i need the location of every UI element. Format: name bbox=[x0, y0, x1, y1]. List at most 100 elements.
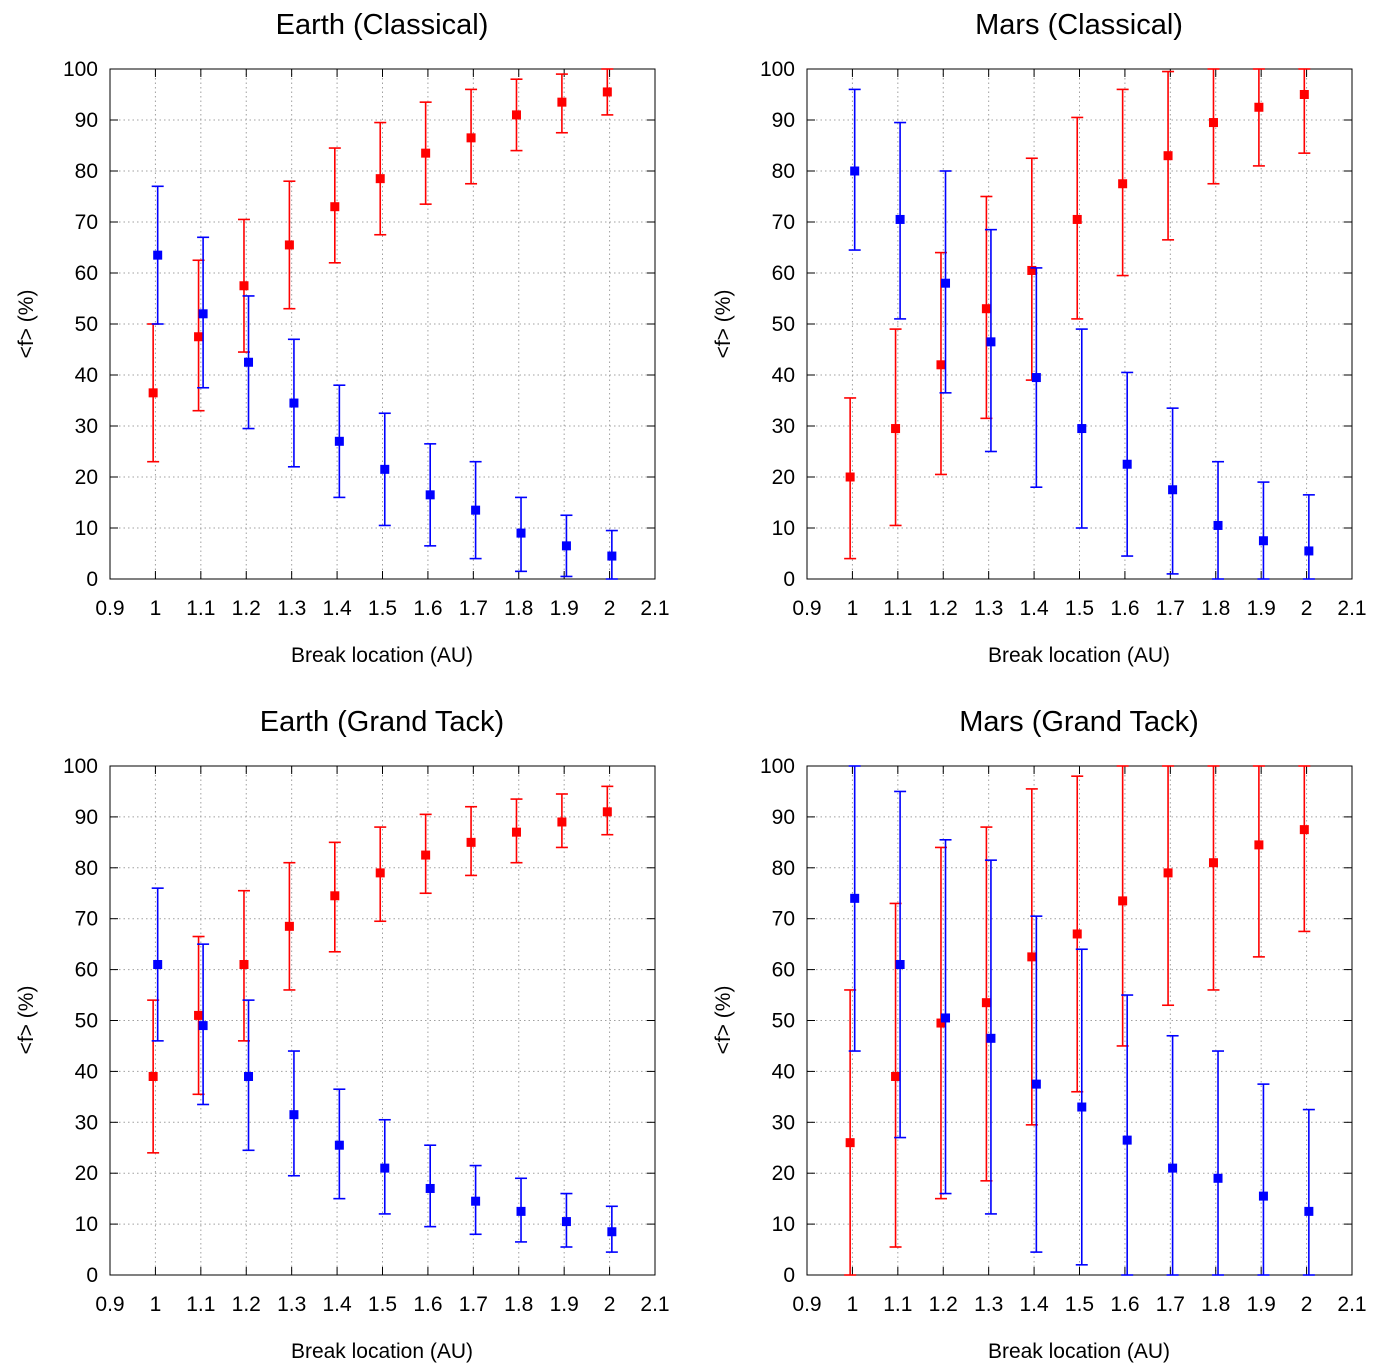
data-point bbox=[239, 281, 249, 291]
y-tick-label: 50 bbox=[75, 1010, 98, 1033]
x-tick-label: 1.4 bbox=[1019, 597, 1049, 620]
data-point bbox=[1168, 1163, 1178, 1173]
data-point bbox=[607, 551, 617, 561]
grid bbox=[110, 69, 655, 579]
data-point bbox=[334, 1140, 344, 1150]
y-tick-label: 30 bbox=[772, 415, 795, 438]
data-point bbox=[148, 1071, 158, 1081]
panel-title: Mars (Classical) bbox=[975, 9, 1183, 41]
x-tick-label: 1.6 bbox=[413, 597, 442, 620]
x-tick-label: 1.4 bbox=[322, 597, 352, 620]
series-blue bbox=[848, 765, 1315, 1276]
x-tick-label: 1.3 bbox=[974, 597, 1003, 620]
x-tick-label: 1.9 bbox=[1247, 597, 1276, 620]
data-point bbox=[471, 1196, 481, 1206]
x-axis-label: Break location (AU) bbox=[291, 644, 473, 667]
data-point bbox=[557, 97, 567, 107]
x-tick-label: 1.2 bbox=[232, 597, 261, 620]
x-tick-label: 1.9 bbox=[1247, 1293, 1276, 1316]
data-point bbox=[941, 278, 951, 288]
ticks bbox=[109, 68, 656, 580]
y-tick-label: 10 bbox=[75, 517, 98, 540]
data-point bbox=[1077, 424, 1087, 434]
x-axis-label: Break location (AU) bbox=[988, 1340, 1170, 1363]
y-tick-label: 50 bbox=[75, 313, 98, 336]
x-tick-label: 2 bbox=[604, 1293, 616, 1316]
panel-mars-grand-tack: Mars (Grand Tack) 0.9 1 1.1 1.2 1.3 1.4 1.5 1.6… bbox=[712, 706, 1367, 1363]
data-point bbox=[289, 398, 299, 408]
x-tick-label: 1.9 bbox=[550, 597, 579, 620]
y-axis-label: <f> (%) bbox=[712, 290, 735, 359]
y-tick-label: 70 bbox=[772, 211, 795, 234]
x-tick-label: 1 bbox=[847, 597, 859, 620]
data-point bbox=[986, 1033, 996, 1043]
y-tick-label: 30 bbox=[75, 1111, 98, 1134]
y-tick-label: 50 bbox=[772, 313, 795, 336]
x-tick-label: 1.1 bbox=[883, 597, 912, 620]
x-tick-label: 1.9 bbox=[550, 1293, 579, 1316]
data-point bbox=[244, 357, 254, 367]
data-point bbox=[1122, 459, 1132, 469]
data-point bbox=[1254, 102, 1264, 112]
data-point bbox=[375, 868, 385, 878]
x-tick-label: 2.1 bbox=[640, 597, 669, 620]
y-tick-label: 30 bbox=[772, 1111, 795, 1134]
data-point bbox=[198, 309, 208, 319]
y-tick-label: 0 bbox=[86, 1264, 98, 1287]
y-tick-label: 90 bbox=[75, 109, 98, 132]
data-point bbox=[380, 464, 390, 474]
y-tick-label: 20 bbox=[75, 466, 98, 489]
data-point bbox=[244, 1071, 254, 1081]
x-tick-label: 1.6 bbox=[1110, 597, 1139, 620]
data-point bbox=[981, 998, 991, 1008]
y-tick-label: 30 bbox=[75, 415, 98, 438]
y-tick-label: 60 bbox=[772, 959, 795, 982]
data-point bbox=[284, 921, 294, 931]
data-point bbox=[1163, 151, 1173, 161]
data-point bbox=[561, 1217, 571, 1227]
y-tick-label: 0 bbox=[783, 568, 795, 591]
data-point bbox=[602, 87, 612, 97]
data-point bbox=[607, 1227, 617, 1237]
data-point bbox=[557, 817, 567, 827]
x-tick-label: 1.7 bbox=[459, 1293, 488, 1316]
data-point bbox=[194, 1010, 204, 1020]
y-tick-label: 0 bbox=[86, 568, 98, 591]
grid bbox=[807, 69, 1352, 579]
series-red bbox=[844, 68, 1311, 560]
y-tick-label: 60 bbox=[75, 959, 98, 982]
data-point bbox=[330, 891, 340, 901]
series-red bbox=[147, 785, 614, 1154]
x-tick-label: 1 bbox=[847, 1293, 859, 1316]
x-tick-label: 1.5 bbox=[1065, 1293, 1094, 1316]
panel-title: Earth (Classical) bbox=[276, 9, 489, 41]
y-tick-label: 40 bbox=[75, 1060, 98, 1083]
ticks bbox=[109, 765, 656, 1276]
x-tick-label: 2 bbox=[1301, 1293, 1313, 1316]
data-point bbox=[1072, 929, 1082, 939]
y-tick-label: 100 bbox=[760, 755, 795, 778]
y-tick-label: 100 bbox=[63, 58, 98, 81]
series-red bbox=[147, 68, 614, 463]
ticks bbox=[806, 765, 1353, 1276]
series-blue bbox=[151, 185, 618, 580]
panel-earth-grand-tack: Earth (Grand Tack) 0.9 1 1.1 1.2 1.3 1.4 1.5 1.… bbox=[15, 706, 670, 1363]
data-point bbox=[1258, 1191, 1268, 1201]
series bbox=[844, 68, 1315, 580]
data-point bbox=[1213, 520, 1223, 530]
data-point bbox=[1304, 546, 1314, 556]
y-tick-label: 70 bbox=[772, 908, 795, 931]
x-axis-label: Break location (AU) bbox=[988, 644, 1170, 667]
x-tick-label: 1.6 bbox=[1110, 1293, 1139, 1316]
x-tick-label: 1.7 bbox=[1156, 597, 1185, 620]
series bbox=[147, 68, 618, 580]
data-point bbox=[1118, 179, 1128, 189]
panel-title: Mars (Grand Tack) bbox=[959, 706, 1199, 738]
series bbox=[147, 785, 618, 1253]
y-tick-label: 100 bbox=[760, 58, 795, 81]
y-axis-label: <f> (%) bbox=[712, 986, 735, 1055]
y-tick-label: 20 bbox=[772, 466, 795, 489]
data-point bbox=[289, 1110, 299, 1120]
data-point bbox=[198, 1021, 208, 1031]
x-tick-label: 1.3 bbox=[277, 597, 306, 620]
